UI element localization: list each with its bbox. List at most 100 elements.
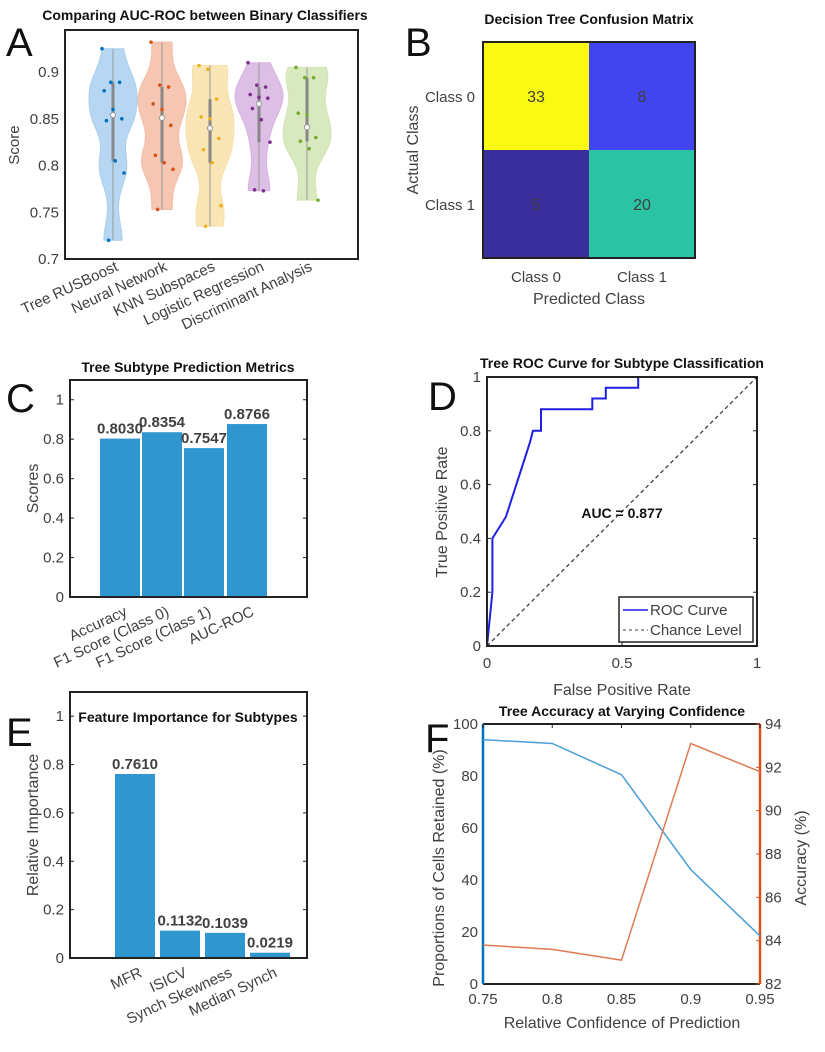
accuracy-line — [482, 742, 761, 962]
matrix-cell — [589, 42, 695, 150]
panel-letter: A — [6, 21, 33, 65]
roc-curve — [486, 376, 757, 647]
y-tick-label: 0 — [56, 950, 64, 967]
data-point — [305, 113, 309, 117]
x-tick-label: Class 1 — [617, 269, 667, 286]
data-point — [203, 224, 208, 229]
data-point — [169, 123, 173, 128]
data-point — [151, 102, 155, 106]
y-right-tick-label: 82 — [765, 976, 782, 993]
y-tick-label: 0.75 — [30, 204, 59, 221]
y-axis-label: Actual Class — [405, 106, 422, 195]
bar — [250, 952, 290, 958]
data-point — [158, 83, 162, 87]
y-axis-label: Relative Importance — [25, 754, 42, 896]
y-tick-label: 40 — [461, 872, 478, 889]
y-right-tick-label: 94 — [765, 716, 782, 733]
data-point — [208, 116, 212, 121]
data-point — [250, 106, 255, 111]
data-point — [219, 203, 223, 208]
cells-retained-line — [482, 738, 761, 937]
x-tick-label: Class 0 — [511, 269, 561, 286]
y-tick-label: 0.8 — [460, 423, 481, 440]
x-tick-label: 0.8 — [542, 991, 563, 1008]
y-axis-label: Proportions of Cells Retained (%) — [431, 749, 448, 986]
data-point — [102, 88, 106, 93]
bar — [115, 773, 155, 958]
panel-letter: C — [6, 377, 35, 421]
data-point — [294, 65, 298, 70]
y-tick-label: 0.85 — [30, 111, 59, 128]
bar — [205, 932, 245, 958]
x-tick-label: 0 — [483, 655, 491, 672]
cell-value: 33 — [527, 89, 545, 106]
panel-letter: F — [425, 717, 449, 761]
y-tick-label: 0.4 — [43, 853, 64, 870]
y-tick-label: 0.8 — [38, 158, 59, 175]
chance-line — [486, 376, 758, 647]
data-point — [254, 83, 259, 87]
y-tick-label: 0 — [56, 589, 64, 606]
chart-title: Feature Importance for Subtypes — [78, 709, 298, 725]
data-point — [160, 107, 164, 112]
y-tick-label: 0.8 — [43, 757, 64, 774]
auc-annotation: AUC = 0.877 — [581, 505, 663, 521]
data-point — [117, 80, 122, 85]
data-point — [261, 188, 266, 193]
panel-letter: D — [428, 375, 457, 419]
y-axis-label: Scores — [25, 464, 42, 514]
data-point — [311, 75, 316, 80]
axes-box — [69, 379, 308, 598]
y-tick-label: 0 — [473, 638, 481, 655]
data-point — [246, 60, 250, 65]
chart-title: Comparing AUC-ROC between Binary Classif… — [42, 7, 368, 23]
x-tick-label: 0.75 — [468, 991, 497, 1008]
y-tick-label: 20 — [461, 924, 478, 941]
legend-label: ROC Curve — [650, 602, 728, 619]
y-tick-label: 0.4 — [460, 530, 481, 547]
data-point — [307, 146, 312, 151]
legend-label: Chance Level — [650, 622, 742, 639]
x-tick-label: 0.95 — [745, 991, 774, 1008]
median-marker — [303, 124, 311, 131]
matrix-cell — [589, 150, 695, 258]
data-point — [106, 238, 111, 243]
data-point — [153, 153, 158, 158]
data-point — [122, 171, 126, 175]
y-right-tick-label: 86 — [765, 889, 782, 906]
chart-title: Tree ROC Curve for Subtype Classificatio… — [480, 355, 764, 371]
bar — [142, 432, 182, 597]
chart-title: Decision Tree Confusion Matrix — [484, 11, 693, 27]
data-point — [104, 118, 109, 123]
bar-value-label: 0.8030 — [97, 421, 143, 438]
data-point — [155, 207, 160, 212]
bar — [100, 438, 140, 597]
y-tick-label: 1 — [56, 708, 64, 725]
y-tick-label: Class 1 — [425, 197, 475, 214]
x-axis-label: Relative Confidence of Prediction — [504, 1015, 741, 1032]
bar-value-label: 0.8766 — [224, 406, 270, 423]
y-right-tick-label: 88 — [765, 846, 782, 863]
data-point — [252, 188, 257, 192]
y-tick-label: 1 — [56, 392, 64, 409]
data-point — [266, 96, 270, 101]
y-tick-label: 0.2 — [460, 584, 481, 601]
y-tick-label: Class 0 — [425, 89, 475, 106]
y-tick-label: 0.2 — [43, 902, 64, 919]
bar-value-label: 0.8354 — [139, 414, 186, 431]
data-point — [199, 115, 203, 119]
data-point — [109, 80, 113, 85]
data-point — [316, 198, 320, 202]
data-point — [268, 140, 272, 144]
median-marker — [206, 125, 214, 132]
axes-box — [64, 29, 359, 260]
data-point — [296, 111, 301, 115]
bar-value-label: 0.7547 — [181, 430, 227, 447]
data-point — [111, 107, 115, 112]
y-tick-label: 0.2 — [43, 550, 64, 567]
y-tick-label: 0.7 — [38, 251, 59, 268]
data-point — [166, 85, 171, 89]
x-axis-label: False Positive Rate — [553, 682, 691, 699]
data-point — [257, 95, 261, 100]
y-right-tick-label: 90 — [765, 803, 782, 820]
